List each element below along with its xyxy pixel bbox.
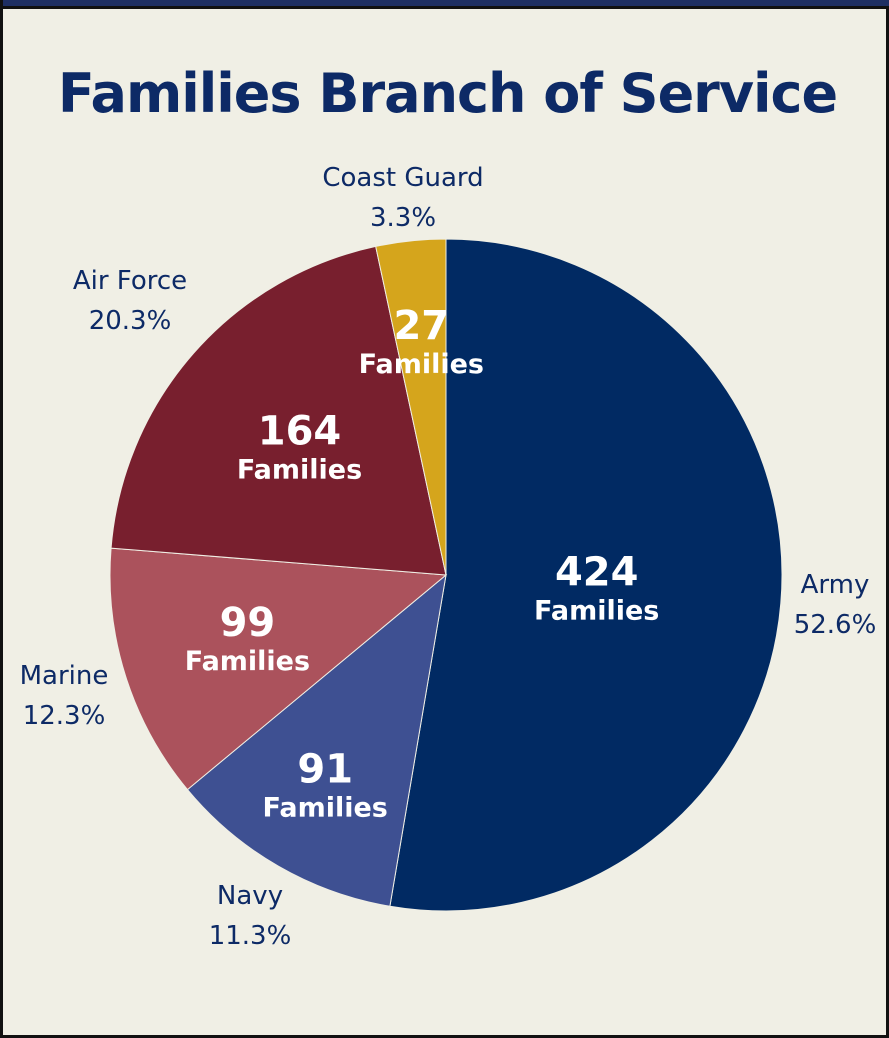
slice-name-air-force: Air Force	[73, 266, 187, 296]
slice-name-marine: Marine	[20, 661, 109, 691]
slice-unit-marine: Families	[185, 646, 310, 677]
pie-slice-coast-guard	[375, 238, 447, 576]
pie-chart: 424Families91Families99Families164Famili…	[20, 163, 877, 951]
slice-name-coast-guard: Coast Guard	[322, 163, 483, 193]
pie-slice-army	[389, 238, 783, 912]
pie-slice-navy	[186, 573, 447, 907]
slice-unit-navy: Families	[263, 793, 388, 824]
slice-count-marine: 99	[220, 600, 276, 646]
slice-percent-army: 52.6%	[794, 610, 877, 640]
slice-count-army: 424	[555, 550, 639, 596]
slice-count-navy: 91	[297, 747, 353, 793]
pie-slice-air-force	[110, 245, 447, 576]
pie-slice-marine	[109, 547, 448, 791]
chart-title: Families Branch of Service	[57, 62, 838, 125]
top-bar	[3, 0, 889, 9]
slice-unit-army: Families	[534, 596, 659, 627]
slice-percent-navy: 11.3%	[209, 921, 292, 951]
slice-count-air-force: 164	[258, 409, 342, 455]
slice-percent-air-force: 20.3%	[89, 306, 172, 336]
slice-name-navy: Navy	[217, 881, 283, 911]
slice-unit-coast-guard: Families	[359, 349, 484, 380]
slice-percent-marine: 12.3%	[23, 701, 106, 731]
slice-count-coast-guard: 27	[393, 303, 449, 349]
slice-unit-air-force: Families	[237, 455, 362, 486]
slice-percent-coast-guard: 3.3%	[370, 203, 436, 233]
slice-name-army: Army	[801, 570, 870, 600]
